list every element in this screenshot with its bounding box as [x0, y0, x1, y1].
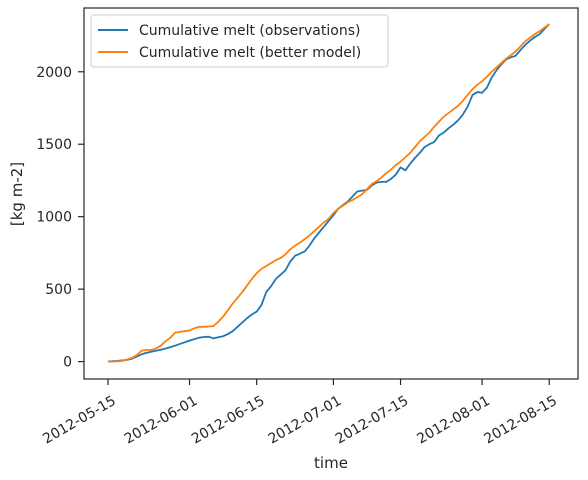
legend-label-1: Cumulative melt (better model)	[139, 45, 361, 61]
x-tick-label: 2012-08-01	[414, 393, 492, 448]
x-tick-label: 2012-07-15	[333, 393, 411, 448]
x-tick-label: 2012-08-15	[482, 393, 560, 448]
x-tick-label: 2012-05-15	[40, 393, 118, 448]
x-axis: 2012-05-15 2012-06-012012-06-152012-07-01…	[40, 379, 560, 447]
y-tick-label: 1500	[36, 137, 72, 153]
y-tick-label: 0	[63, 355, 72, 371]
series-lines	[107, 23, 550, 363]
legend-box	[90, 14, 389, 68]
x-axis-label: time	[314, 454, 348, 472]
y-axis-label: [kg m-2]	[8, 162, 26, 226]
y-tick-label: 2000	[36, 65, 72, 81]
x-tick-label: 2012-07-01	[266, 393, 344, 448]
series-line-0	[107, 23, 550, 363]
plot-area	[83, 7, 579, 380]
y-tick-label: 1000	[36, 210, 72, 226]
legend: Cumulative melt (observations) Cumulative…	[90, 14, 389, 68]
x-tick-label: 2012-06-15	[189, 393, 267, 448]
y-axis: 0 500 1000 1500 2000	[36, 65, 84, 371]
series-line-1	[107, 23, 550, 363]
x-tick-label: 2012-06-01	[122, 393, 200, 448]
y-tick-label: 500	[45, 282, 72, 298]
legend-label-0: Cumulative melt (observations)	[139, 23, 360, 39]
